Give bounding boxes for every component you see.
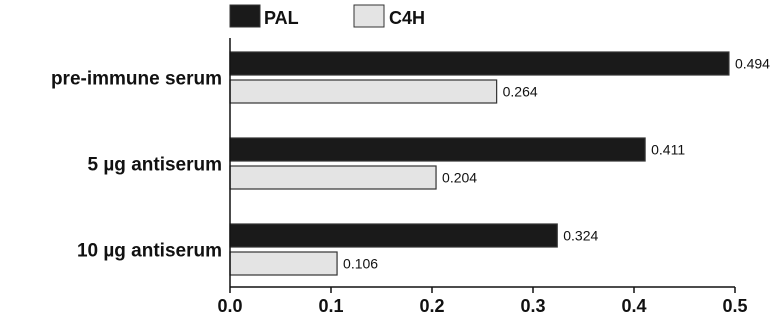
value-label-pal-2: 0.324 [563, 228, 598, 244]
x-tick-label-4: 0.4 [621, 296, 646, 316]
x-tick-label-5: 0.5 [722, 296, 747, 316]
bar-c4h-1 [229, 165, 437, 190]
x-tick-label-0: 0.0 [217, 296, 242, 316]
legend-label-pal: PAL [264, 8, 299, 28]
value-label-c4h-0: 0.264 [503, 84, 538, 100]
x-tick-label-2: 0.2 [419, 296, 444, 316]
legend-swatch-c4h [353, 4, 385, 28]
bar-pal-1 [229, 137, 646, 162]
category-label-2: 10 µg antiserum [77, 241, 222, 262]
value-label-pal-0: 0.494 [735, 56, 770, 72]
bar-pal-0 [229, 51, 730, 76]
legend-swatch-pal [229, 4, 261, 28]
value-label-c4h-2: 0.106 [343, 256, 378, 272]
x-tick-label-1: 0.1 [318, 296, 343, 316]
legend-label-c4h: C4H [389, 8, 425, 28]
category-label-1: 5 µg antiserum [88, 155, 222, 176]
bar-c4h-0 [229, 79, 498, 104]
value-label-pal-1: 0.411 [651, 142, 685, 158]
bar-pal-2 [229, 223, 558, 248]
value-label-c4h-1: 0.204 [442, 170, 477, 186]
x-tick-label-3: 0.3 [520, 296, 545, 316]
bar-c4h-2 [229, 251, 338, 276]
category-label-0: pre-immune serum [51, 69, 222, 90]
